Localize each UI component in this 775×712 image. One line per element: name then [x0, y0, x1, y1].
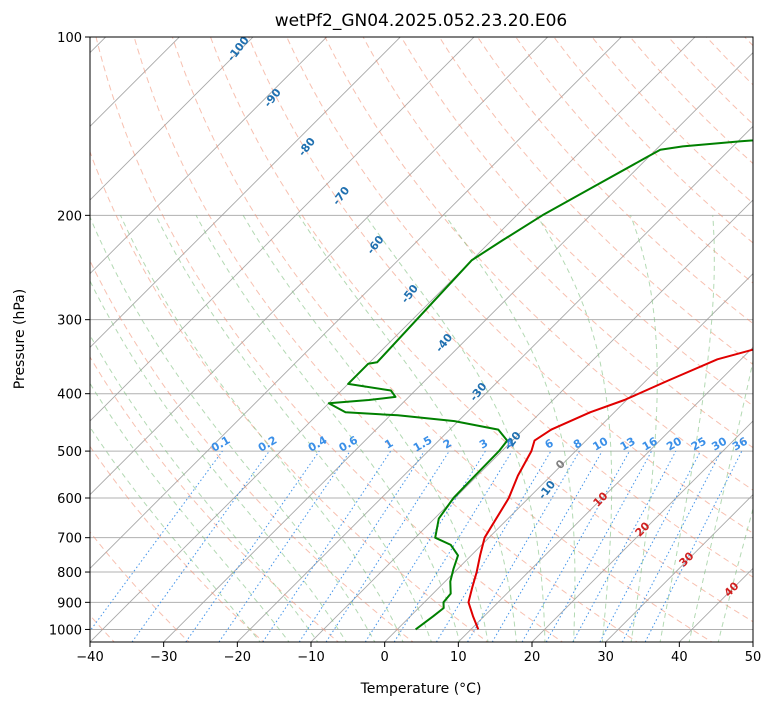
y-tick-label: 500: [57, 445, 82, 460]
y-axis-label: Pressure (hPa): [12, 289, 28, 389]
x-tick-label: 0: [381, 650, 389, 665]
y-tick-label: 600: [57, 492, 82, 507]
chart-title: wetPf2_GN04.2025.052.23.20.E06: [275, 11, 567, 31]
y-tick-label: 400: [57, 388, 82, 403]
x-tick-label: −30: [150, 650, 177, 665]
x-tick-label: 40: [671, 650, 688, 665]
x-tick-label: −20: [224, 650, 251, 665]
y-tick-label: 200: [57, 209, 82, 224]
y-tick-label: 100: [57, 31, 82, 46]
x-tick-label: −10: [297, 650, 324, 665]
y-tick-label: 700: [57, 532, 82, 547]
y-tick-label: 300: [57, 314, 82, 329]
x-axis-label: Temperature (°C): [360, 681, 482, 697]
y-tick-label: 900: [57, 596, 82, 611]
x-tick-label: 20: [524, 650, 541, 665]
x-tick-label: 50: [745, 650, 762, 665]
x-tick-label: −40: [76, 650, 103, 665]
y-tick-label: 1000: [49, 623, 82, 638]
x-tick-label: 10: [450, 650, 467, 665]
y-tick-label: 800: [57, 566, 82, 581]
x-tick-label: 30: [597, 650, 614, 665]
